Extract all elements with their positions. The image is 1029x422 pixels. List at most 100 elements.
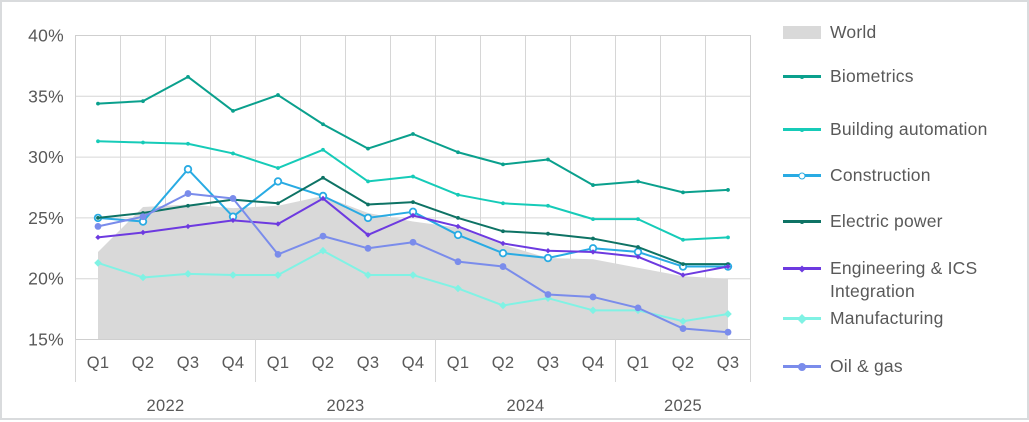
series-manufacturing-point xyxy=(364,271,372,279)
series-building-automation-point xyxy=(141,140,145,145)
series-electric-power-point xyxy=(636,245,640,249)
series-manufacturing-point xyxy=(544,294,552,302)
series-electric-power-point xyxy=(411,200,415,204)
series-engineering-ics-integration-point xyxy=(365,232,371,238)
series-oil-gas-point xyxy=(364,244,372,252)
series-construction-point xyxy=(498,248,508,258)
legend-swatch-biometrics xyxy=(783,65,821,88)
series-building-automation-point xyxy=(366,179,370,184)
series-oil-gas-point xyxy=(589,293,597,301)
series-construction-point xyxy=(273,177,283,186)
legend-item-building-automation: Building automation xyxy=(783,118,988,141)
x-axis-quarter-label: Q4 xyxy=(222,354,245,372)
series-biometrics-point xyxy=(231,108,235,113)
series-engineering-ics-integration-point xyxy=(455,223,461,230)
series-manufacturing-point xyxy=(499,301,507,310)
series-biometrics-point xyxy=(681,190,685,195)
series-oil-gas-point xyxy=(274,250,282,258)
plot-border xyxy=(75,35,751,340)
series-engineering-ics-integration-point xyxy=(320,195,326,202)
series-building-automation-point xyxy=(276,166,280,170)
y-axis-tick-label: 40% xyxy=(28,26,64,46)
legend-item-biometrics: Biometrics xyxy=(783,65,914,88)
x-axis-quarter-label: Q1 xyxy=(447,354,470,372)
legend-label-oil-gas: Oil & gas xyxy=(830,356,903,376)
legend-item-electric-power: Electric power xyxy=(783,210,943,233)
series-oil-gas-point xyxy=(544,291,552,298)
series-engineering-ics-integration-point xyxy=(185,223,191,230)
legend-item-engineering-ics-integration: Engineering & ICS Integration xyxy=(783,257,1015,303)
series-construction-point xyxy=(363,213,373,223)
x-axis-quarter-label: Q2 xyxy=(132,354,155,372)
x-axis-quarter-label: Q2 xyxy=(312,354,335,372)
series-electric-power-point xyxy=(276,201,280,206)
legend-label-electric-power: Electric power xyxy=(830,211,943,231)
x-axis-quarter-label: Q1 xyxy=(267,354,290,372)
y-axis-tick-label: 15% xyxy=(28,330,64,350)
x-axis-quarter-label: Q3 xyxy=(717,354,740,372)
series-electric-power-point xyxy=(456,216,460,220)
x-axis-year-label: 2024 xyxy=(507,397,545,415)
series-oil-gas-point xyxy=(679,325,687,332)
series-biometrics-point xyxy=(726,188,730,192)
x-axis-quarter-label: Q4 xyxy=(582,354,605,372)
series-engineering-ics-integration-point xyxy=(725,263,731,270)
series-electric-power-point xyxy=(501,229,505,234)
y-axis-tick-label: 35% xyxy=(28,86,64,106)
series-engineering-ics-integration-point xyxy=(95,234,101,241)
x-axis-quarter-label: Q1 xyxy=(87,354,110,372)
series-oil-gas-point xyxy=(184,190,192,197)
series-electric-power-point xyxy=(366,202,370,207)
legend-item-construction: Construction xyxy=(783,164,931,187)
series-biometrics-point xyxy=(456,150,460,155)
series-manufacturing-point xyxy=(94,259,102,267)
y-axis-tick-label: 20% xyxy=(28,269,64,289)
series-electric-power-point xyxy=(186,203,190,208)
series-manufacturing-point xyxy=(229,271,237,279)
legend-swatch-oil-gas xyxy=(783,355,821,378)
x-axis-year-label: 2025 xyxy=(664,397,702,415)
legend-swatch-building-automation xyxy=(783,118,821,141)
legend-label-biometrics: Biometrics xyxy=(830,66,914,86)
series-manufacturing-point xyxy=(454,284,462,293)
x-axis-quarter-label: Q2 xyxy=(492,354,515,372)
series-building-automation-point xyxy=(591,217,595,222)
series-manufacturing-point xyxy=(724,310,732,318)
series-engineering-ics-integration-point xyxy=(545,248,551,254)
legend-item-oil-gas: Oil & gas xyxy=(783,355,903,378)
series-engineering-ics-integration-point xyxy=(275,221,281,227)
series-electric-power-point xyxy=(321,175,325,180)
series-building-automation-point xyxy=(501,201,505,206)
series-electric-power-point xyxy=(96,216,100,220)
series-biometrics-point xyxy=(501,162,505,167)
series-oil-gas-point xyxy=(634,304,642,312)
series-oil-gas-point xyxy=(229,195,237,202)
y-axis-tick-label: 30% xyxy=(28,147,64,167)
quarterly-share-chart: 40% 35% 30% 25% 20% 15% Q1 Q2 Q3 Q4 Q1 Q2 Q3 Q4 Q1 Q2 Q3… xyxy=(28,26,751,415)
legend-swatch-manufacturing xyxy=(783,307,821,330)
series-biometrics-point xyxy=(141,99,145,104)
series-electric-power-point xyxy=(546,231,550,236)
series-engineering-ics-integration-point xyxy=(230,217,236,224)
series-construction-point xyxy=(453,230,463,240)
series-manufacturing-point xyxy=(274,271,282,279)
series-electric-power-point xyxy=(591,236,595,241)
series-engineering-ics-integration-point xyxy=(680,272,686,278)
series-building-automation-point xyxy=(726,235,730,240)
legend-label-construction: Construction xyxy=(830,165,931,185)
series-building-automation-point xyxy=(186,141,190,146)
series-building-automation-point xyxy=(321,147,325,152)
legend-swatch-engineering-ics-integration xyxy=(783,257,821,280)
series-building-automation-point xyxy=(546,203,550,208)
x-axis-quarter-label: Q1 xyxy=(627,354,650,372)
chart-legend: World Biometrics Building automation Constr… xyxy=(783,2,1029,422)
series-engineering-ics-integration-point xyxy=(590,249,596,255)
series-biometrics-point xyxy=(546,157,550,162)
series-oil-gas-point xyxy=(454,258,462,266)
series-building-automation-point xyxy=(636,217,640,222)
series-biometrics-point xyxy=(591,183,595,187)
series-construction-point xyxy=(183,165,193,174)
legend-swatch-construction xyxy=(783,164,821,187)
y-axis-tick-label: 25% xyxy=(28,208,64,228)
